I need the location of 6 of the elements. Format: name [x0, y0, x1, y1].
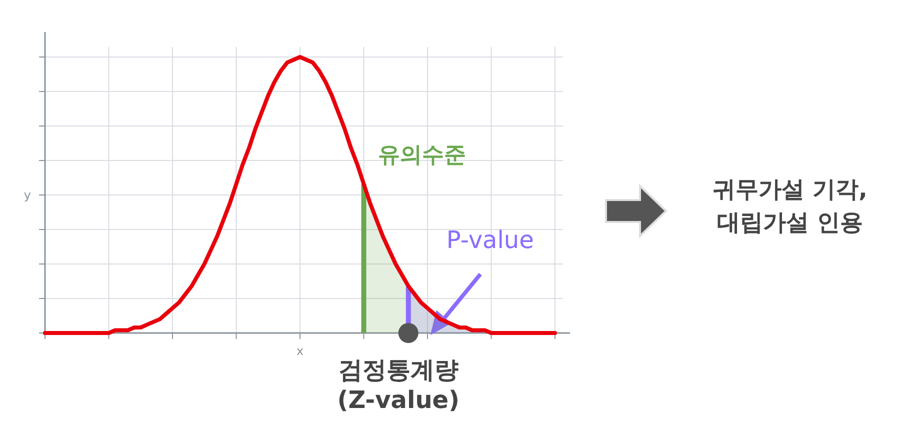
y-axis-title: y — [24, 188, 31, 202]
text: 귀무가설 기각, 대립가설 인용 — [712, 177, 868, 236]
series-label: 유의수준 — [378, 142, 466, 168]
text: P-value — [446, 226, 534, 254]
text: 검정통계량 (Z-value) — [337, 356, 460, 414]
x-axis-title: x — [296, 344, 304, 358]
